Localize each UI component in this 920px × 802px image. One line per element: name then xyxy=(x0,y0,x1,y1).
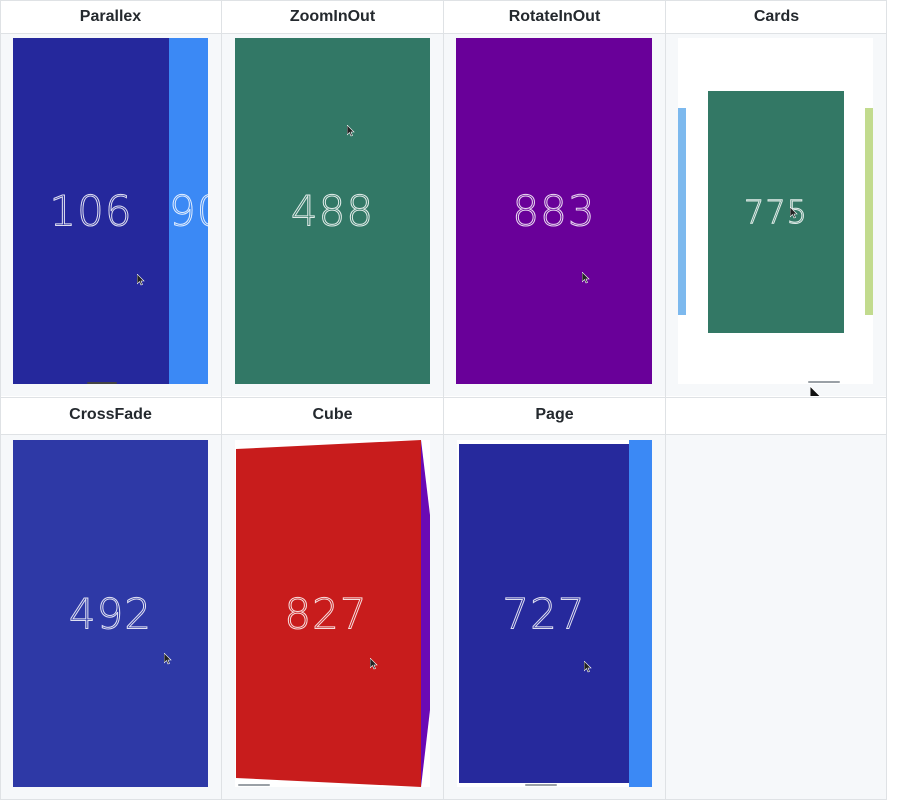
mouse-pointer-icon xyxy=(370,658,378,670)
rotateinout-number: 883 xyxy=(512,186,596,236)
mouse-pointer-icon xyxy=(810,386,821,396)
home-indicator xyxy=(525,784,557,786)
header-parallax: Parallex xyxy=(0,0,221,33)
mouse-pointer-icon xyxy=(790,207,798,219)
mouse-pointer-icon xyxy=(137,274,145,286)
rotateinout-page[interactable]: 883 xyxy=(456,38,652,384)
zoominout-number: 488 xyxy=(290,186,375,236)
parallax-number: 106 xyxy=(49,186,133,236)
grid-line xyxy=(665,0,666,800)
cell-zoominout: 488 xyxy=(222,34,443,396)
mouse-pointer-icon xyxy=(582,272,590,284)
header-page: Page xyxy=(444,398,665,431)
parallax-next-number: 90 xyxy=(169,186,208,236)
header-rotateinout: RotateInOut xyxy=(444,0,665,33)
cell-cube: 827 xyxy=(222,435,443,799)
header-zoominout: ZoomInOut xyxy=(222,0,443,33)
parallax-page-current[interactable]: 106 xyxy=(13,38,169,384)
cards-screenshot: 775 xyxy=(678,38,873,384)
zoominout-page[interactable]: 488 xyxy=(235,38,430,384)
cards-number: 775 xyxy=(743,193,809,232)
grid-line xyxy=(886,0,887,800)
crossfade-number: 492 xyxy=(68,589,153,639)
home-indicator xyxy=(238,784,270,786)
header-cards: Cards xyxy=(666,0,887,33)
cards-left-card[interactable] xyxy=(678,108,686,315)
cube-screenshot: 827 xyxy=(235,440,430,787)
mouse-pointer-icon xyxy=(347,125,355,137)
cell-page: 727 xyxy=(444,435,665,799)
home-indicator xyxy=(87,382,117,384)
cards-right-card[interactable] xyxy=(865,108,873,315)
header-crossfade: CrossFade xyxy=(0,398,221,431)
parallax-screenshot: 106 90 xyxy=(13,38,208,384)
crossfade-page[interactable]: 492 xyxy=(13,440,208,787)
page-next[interactable] xyxy=(629,440,652,787)
grid-line xyxy=(0,0,1,800)
parallax-page-next[interactable]: 90 xyxy=(169,38,208,384)
cards-center-card[interactable]: 775 xyxy=(708,91,844,333)
header-cube: Cube xyxy=(222,398,443,431)
home-indicator xyxy=(808,381,840,383)
cube-side-face[interactable] xyxy=(421,440,430,787)
demo-table: Parallex ZoomInOut RotateInOut Cards 106… xyxy=(0,0,887,800)
cell-crossfade: 492 xyxy=(0,435,221,799)
cell-rotateinout: 883 xyxy=(444,34,665,396)
mouse-pointer-icon xyxy=(584,661,592,673)
page-number: 727 xyxy=(502,589,586,639)
cell-parallax: 106 90 xyxy=(0,34,221,396)
cube-number: 827 xyxy=(284,589,368,639)
cell-empty xyxy=(666,435,887,799)
page-current[interactable]: 727 xyxy=(459,444,629,783)
header-empty xyxy=(666,398,887,431)
cell-cards: 775 xyxy=(666,34,887,396)
grid-line xyxy=(221,0,222,800)
cube-front-face[interactable] xyxy=(236,440,421,787)
page-screenshot: 727 xyxy=(457,440,652,787)
cube-faces xyxy=(236,440,430,787)
mouse-pointer-icon xyxy=(164,653,172,665)
grid-line xyxy=(443,0,444,800)
